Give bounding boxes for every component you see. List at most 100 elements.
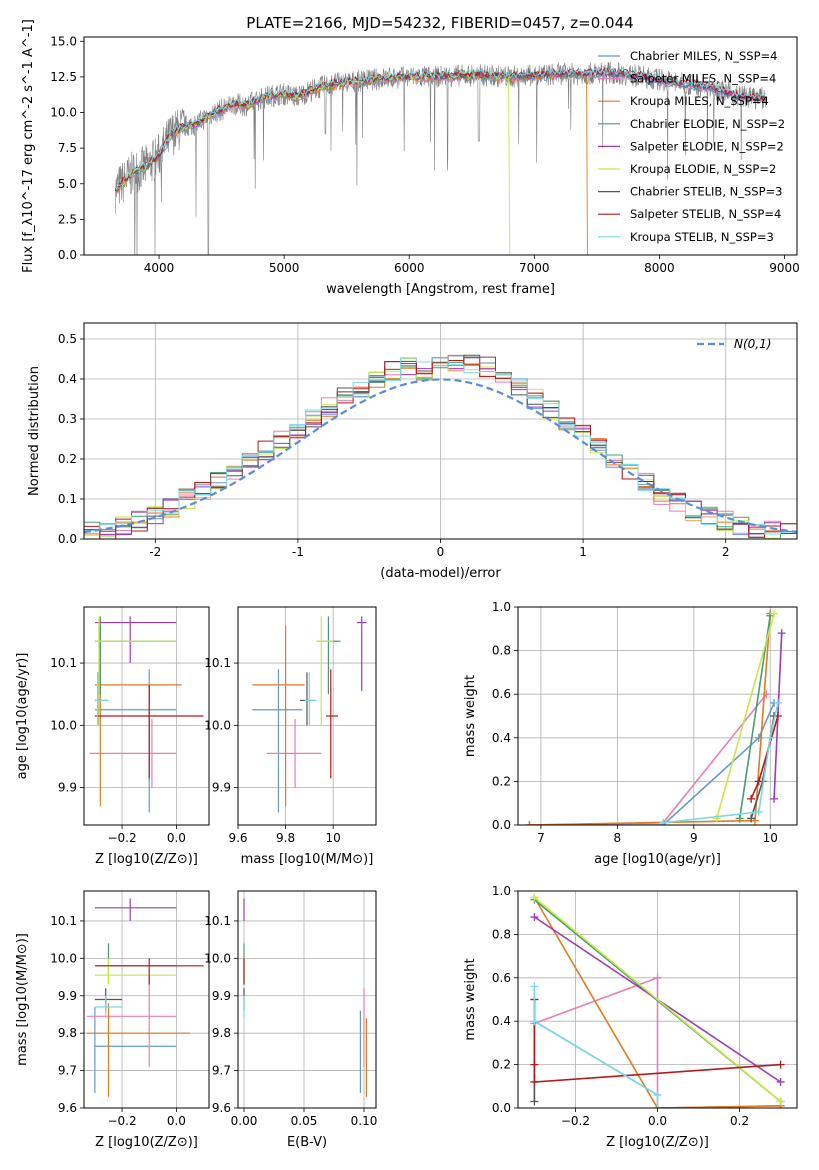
- y-tick-label: 10.0: [50, 106, 77, 120]
- y-tick-label: 9.9: [212, 781, 231, 795]
- y-tick-label: 0.2: [58, 452, 77, 466]
- y-tick-label: 0.2: [492, 1058, 511, 1072]
- weight-marker-kroupa_stelib: [530, 982, 539, 991]
- weight-marker-kroupa_stelib: [659, 818, 668, 825]
- x-tick-label: 0.05: [291, 1114, 318, 1128]
- mass_vs_z-panel: −0.2 0.0 9.6 9.7 9.8 9.9 10.0 10.1 Z [log10(Z/Z⊙…: [15, 890, 210, 1150]
- x-tick-label: 10: [326, 831, 341, 845]
- axes-frame: [83, 890, 210, 1109]
- y-tick-label: 5.0: [58, 177, 77, 191]
- weight-line-kroupa_elodie: [715, 613, 775, 819]
- weight-marker-kroupa_stelib: [653, 1090, 662, 1099]
- y-tick-label: 0.0: [58, 532, 77, 546]
- x-axis-label: Z [log10(Z/Z⊙)]: [95, 1135, 198, 1150]
- weight-marker-kroupa_miles: [525, 821, 534, 825]
- axes-frame: [237, 890, 377, 1109]
- histogram-kroupa_stelib: [84, 357, 797, 539]
- y-tick-label: 0.0: [492, 1101, 511, 1115]
- y-tick-label: 9.9: [58, 781, 77, 795]
- axes-frame: [83, 322, 798, 540]
- weight-marker-salpeter_stelib: [754, 777, 763, 786]
- weight_vs_z-panel: −0.2 0.0 0.2 0.0 0.2 0.4 0.6 0.8 1.0 Z [log10(Z/Z…: [463, 884, 798, 1150]
- x-tick-label: −0.2: [107, 1114, 136, 1128]
- x-tick-label: 9.8: [276, 831, 295, 845]
- x-tick-label: 9: [690, 831, 698, 845]
- y-tick-label: 0.6: [492, 687, 511, 701]
- legend-label-normal: N(0,1): [734, 337, 771, 351]
- x-tick-label: -2: [149, 545, 161, 559]
- y-axis-label: Normed distribution: [27, 366, 42, 496]
- figure-title: PLATE=2166, MJD=54232, FIBERID=0457, z=0…: [246, 14, 633, 32]
- legend-label-chabrier_miles: Chabrier MILES, N_SSP=4: [630, 49, 777, 63]
- y-tick-label: 0.4: [58, 372, 77, 386]
- model-line-kroupa_elodie: [114, 70, 511, 255]
- weight-marker-kroupa_stelib: [754, 807, 763, 816]
- y-tick-label: 0.3: [58, 412, 77, 426]
- y-tick-label: 9.8: [58, 1026, 77, 1040]
- weight-line-kroupa_stelib: [663, 702, 779, 824]
- legend-label-chabrier_stelib: Chabrier STELIB, N_SSP=3: [630, 185, 782, 199]
- weight_vs_age-panel: 7 8 9 10 0.0 0.2 0.4 0.6 0.8 1.0 age [log10(age/yr…: [463, 600, 798, 867]
- x-tick-label: 2: [722, 545, 730, 559]
- y-axis-label: mass weight: [463, 958, 478, 1040]
- x-tick-label: -1: [292, 545, 304, 559]
- weight-marker-salpeter_stelib: [530, 1077, 539, 1086]
- y-tick-label: 1.0: [492, 600, 511, 614]
- legend-label-kroupa_stelib: Kroupa STELIB, N_SSP=3: [630, 230, 774, 244]
- weight-marker-salpeter_elodie: [776, 1077, 785, 1086]
- y-tick-label: 0.0: [492, 818, 511, 832]
- x-tick-label: 9000: [769, 261, 800, 275]
- x-axis-label: Z [log10(Z/Z⊙)]: [95, 852, 198, 867]
- weight-marker-kroupa_elodie: [530, 893, 539, 902]
- y-axis-label: age [log10(age/yr)]: [15, 653, 30, 780]
- y-tick-label: 15.0: [50, 34, 77, 48]
- axes-frame: [517, 890, 798, 1109]
- y-tick-label: 0.1: [58, 492, 77, 506]
- weight-marker-salpeter_stelib: [776, 1060, 785, 1069]
- weight-marker-salpeter_elodie: [530, 913, 539, 922]
- y-tick-label: 9.9: [58, 989, 77, 1003]
- x-tick-label: 0.0: [167, 1114, 186, 1128]
- y-tick-label: 9.6: [212, 1101, 231, 1115]
- x-tick-label: 4000: [144, 261, 175, 275]
- weight-marker-kroupa_elodie: [776, 1097, 785, 1106]
- plots-layer: 4000 5000 6000 7000 8000 90000.02.55.07.510.0…: [15, 19, 800, 1150]
- y-tick-label: 10.0: [204, 951, 231, 965]
- y-tick-label: 1.0: [492, 884, 511, 898]
- weight-marker-salpeter_elodie: [770, 794, 779, 803]
- weight-line-chabrier_elodie: [738, 615, 771, 819]
- y-axis-label: mass [log10(M/M⊙)]: [15, 933, 30, 1066]
- x-tick-label: 5000: [269, 261, 300, 275]
- axes-frame: [83, 606, 210, 826]
- x-tick-label: 0.00: [231, 1114, 258, 1128]
- x-axis-label: age [log10(age/yr)]: [594, 852, 721, 867]
- y-tick-label: 0.2: [492, 774, 511, 788]
- x-axis-label: (data-model)/error: [380, 566, 501, 581]
- y-tick-label: 10.1: [204, 656, 231, 670]
- y-tick-label: 0.4: [492, 1014, 511, 1028]
- weight-marker-kroupa_stelib: [766, 733, 775, 742]
- y-tick-label: 9.7: [212, 1064, 231, 1078]
- x-tick-label: 0.10: [351, 1114, 378, 1128]
- x-tick-label: 7: [537, 831, 545, 845]
- legend-label-salpeter_stelib: Salpeter STELIB, N_SSP=4: [630, 207, 781, 221]
- weight-line-kroupa_stelib: [533, 986, 659, 1108]
- x-tick-label: 0.2: [730, 1114, 749, 1128]
- x-tick-label: 0.0: [648, 1114, 667, 1128]
- y-axis-label: Flux [f_λ10^-17 erg cm^-2 s^-1 A^-1]: [21, 19, 36, 273]
- y-tick-label: 0.8: [492, 927, 511, 941]
- x-tick-label: 8000: [644, 261, 675, 275]
- x-tick-label: −0.2: [107, 831, 136, 845]
- normal-curve-line: [84, 378, 797, 534]
- y-tick-label: 0.6: [492, 971, 511, 985]
- legend-label-kroupa_elodie: Kroupa ELODIE, N_SSP=2: [630, 162, 776, 176]
- weight-line-salpeter_miles: [529, 693, 768, 825]
- weight-marker-chabrier_elodie: [735, 814, 744, 823]
- weight-line-salpeter_stelib: [533, 999, 781, 1083]
- legend-label-salpeter_miles: Salpeter MILES, N_SSP=4: [630, 72, 776, 86]
- weight-marker-salpeter_elodie: [777, 629, 786, 638]
- mass_vs_ebv-panel: 0.00 0.05 0.10 9.6 9.7 9.8 9.9 10.0 10.1 E(B-V): [204, 890, 378, 1150]
- x-tick-label: 0: [437, 545, 445, 559]
- weight-line-kroupa_miles: [533, 897, 781, 1108]
- y-tick-label: 7.5: [58, 141, 77, 155]
